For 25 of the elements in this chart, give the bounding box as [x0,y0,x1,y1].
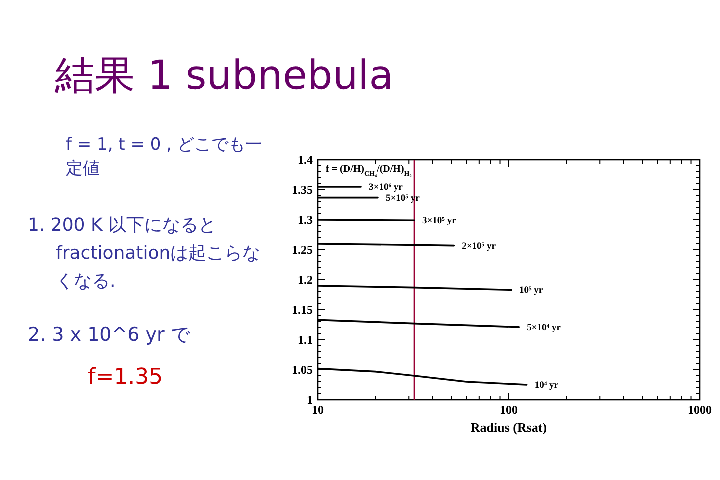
y-tick-label: 1.2 [298,273,313,287]
y-tick-label: 1.25 [292,243,313,257]
y-tick-label: 1.4 [298,153,313,167]
annotation: f = (D/H)$_{CH₄}$/(D/H)$_{H₂}$ [326,164,412,178]
y-tick-label: 1 [307,393,313,407]
text: 2. 3 x 10^6 yr で [28,323,192,348]
series-label: 10⁴ yr [534,381,560,391]
y-tick-label: 1.35 [292,183,313,197]
text: 1. 200 K 以下になるとfractionationは起こらなくなる. [28,214,262,294]
series-label: 2×10⁵ yr [462,242,497,252]
y-tick-label: 1.3 [298,213,313,227]
x-axis-title: Radius (Rsat) [470,420,548,435]
x-tick-label: 100 [500,403,518,417]
y-tick-label: 1.1 [298,333,313,347]
series-label: 3×10⁶ yr [369,183,404,193]
chart-title: 結果 1 subnebula [55,52,394,101]
y-tick-label: 1.05 [292,363,313,377]
text: f = 1, t = 0 , どこでも一定値 [66,134,264,181]
y-tick-label: 1.15 [292,303,313,317]
series-label: 10⁵ yr [519,286,544,296]
series-label: 5×10⁴ yr [527,323,562,334]
x-tick-label: 1000 [688,403,712,417]
x-tick-label: 10 [312,403,324,417]
series-label: 3×10⁵ yr [422,216,458,227]
text: f=1.35 [88,365,164,390]
